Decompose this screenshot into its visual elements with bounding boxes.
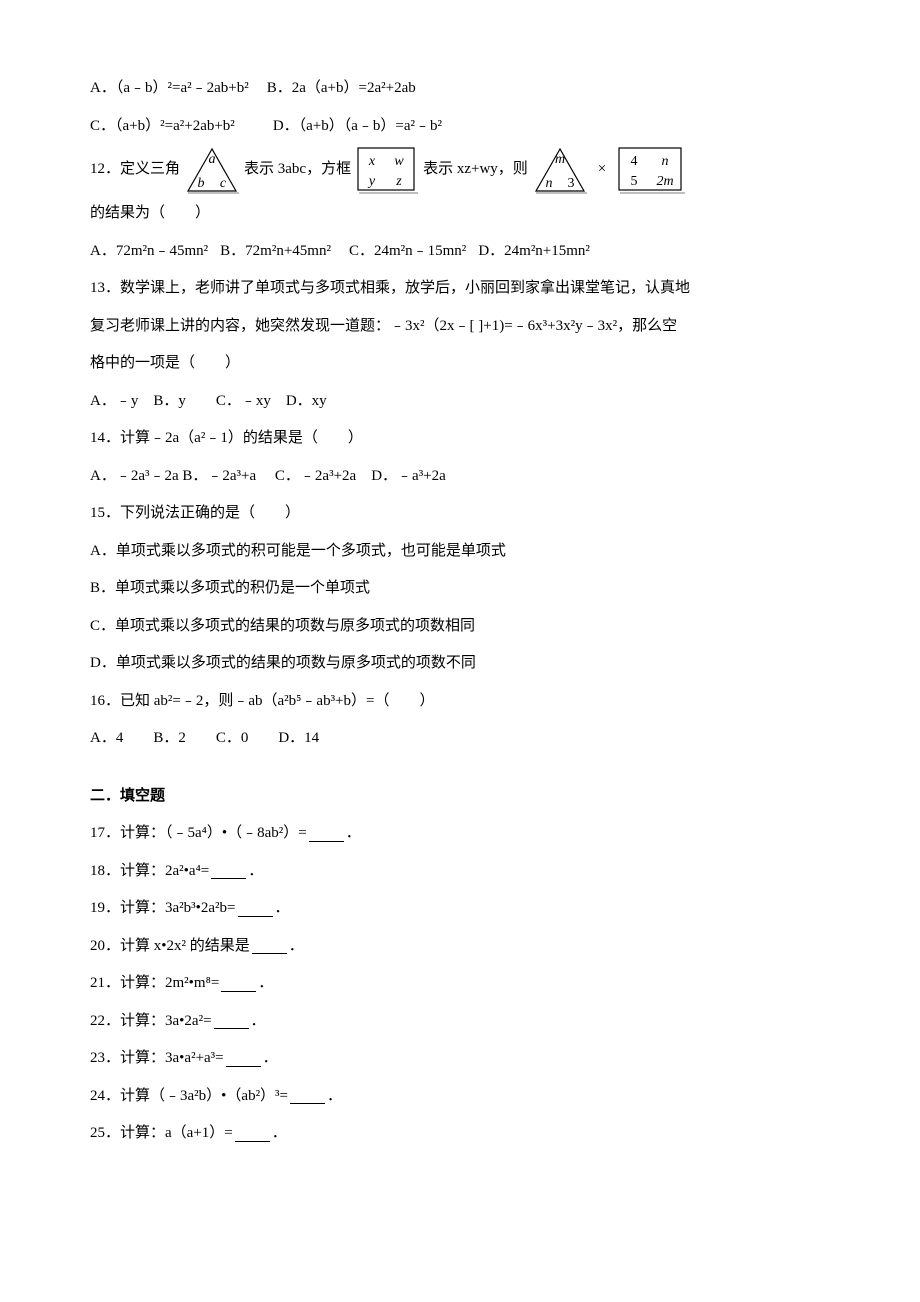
box2-tr: n [662, 154, 669, 169]
box2-tl: 4 [631, 154, 638, 169]
q17-post: ． [346, 815, 361, 853]
tri1-a: a [209, 152, 216, 167]
q24: 24．计算（﹣3a²b）•（ab²）³= ． [90, 1078, 830, 1116]
tri2-c: 3 [567, 176, 574, 191]
q15-optD: D．单项式乘以多项式的结果的项数与原多项式的项数不同 [90, 645, 830, 683]
q22: 22．计算：3a•2a²= ． [90, 1003, 830, 1041]
q16-opts: A．4 B．2 C．0 D．14 [90, 720, 830, 758]
q20: 20．计算 x•2x² 的结果是 ． [90, 928, 830, 966]
q14-opts: A．﹣2a³﹣2a B．﹣2a³+a C．﹣2a³+2a D．﹣a³+2a [90, 458, 830, 496]
q24-pre: 24．计算（﹣3a²b）•（ab²）³= [90, 1078, 288, 1116]
q18-pre: 18．计算：2a²•a⁴= [90, 853, 209, 891]
q15-optB: B．单项式乘以多项式的积仍是一个单项式 [90, 570, 830, 608]
q12-optD: D．24m²n+15mn² [478, 233, 590, 271]
q24-blank[interactable] [290, 1088, 325, 1104]
q18: 18．计算：2a²•a⁴= ． [90, 853, 830, 891]
box1-tr: w [394, 154, 404, 169]
q13-line2: 复习老师课上讲的内容，她突然发现一道题：﹣3x²（2x﹣[ ]+1)=﹣6x³+… [90, 308, 830, 346]
q12-post: 的结果为（ ） [90, 195, 830, 233]
triangle1-shape: a b c [184, 145, 240, 195]
q19-blank[interactable] [238, 901, 273, 917]
tri1-b: b [198, 176, 205, 191]
box1-shape: x w y z [355, 145, 419, 195]
q21-post: ． [258, 965, 273, 1003]
q15-stem: 15．下列说法正确的是（ ） [90, 495, 830, 533]
q17-blank[interactable] [309, 826, 344, 842]
q15-optA: A．单项式乘以多项式的积可能是一个多项式，也可能是单项式 [90, 533, 830, 571]
q12-mid3: × [592, 151, 612, 189]
q15-optC: C．单项式乘以多项式的结果的项数与原多项式的项数相同 [90, 608, 830, 646]
box1-bl: y [367, 174, 376, 189]
q19-pre: 19．计算：3a²b³•2a²b= [90, 890, 236, 928]
q11-optA: A．（a﹣b）²=a²﹣2ab+b² [90, 70, 249, 108]
q21: 21．计算：2m²•m⁸= ． [90, 965, 830, 1003]
triangle2-shape: m n 3 [532, 145, 588, 195]
q17-pre: 17．计算：（﹣5a⁴）•（﹣8ab²）= [90, 815, 307, 853]
q11-line1: A．（a﹣b）²=a²﹣2ab+b² B．2a（a+b）=2a²+2ab [90, 70, 830, 108]
q11-optC: C．（a+b）²=a²+2ab+b² [90, 108, 235, 146]
q12-optA: A．72m²n﹣45mn² [90, 233, 208, 271]
q17: 17．计算：（﹣5a⁴）•（﹣8ab²）= ． [90, 815, 830, 853]
q19-post: ． [275, 890, 290, 928]
q13-line3: 格中的一项是（ ） [90, 345, 830, 383]
q20-post: ． [289, 928, 304, 966]
q12-stem: 12．定义三角 a b c 表示 3abc，方框 x w y z 表示 xz+w… [90, 145, 830, 195]
q13-line1: 13．数学课上，老师讲了单项式与多项式相乘，放学后，小丽回到家拿出课堂笔记，认真… [90, 270, 830, 308]
tri2-b: n [545, 176, 552, 191]
q11-line2: C．（a+b）²=a²+2ab+b² D．（a+b）（a﹣b）=a²﹣b² [90, 108, 830, 146]
q20-pre: 20．计算 x•2x² 的结果是 [90, 928, 250, 966]
q18-post: ． [248, 853, 263, 891]
q23-blank[interactable] [226, 1051, 261, 1067]
q25-post: ． [272, 1115, 287, 1153]
q13-opts: A．﹣y B．y C．﹣xy D．xy [90, 383, 830, 421]
section2-header: 二．填空题 [90, 778, 830, 816]
box2-shape: 4 n 5 2m [616, 145, 686, 195]
q12-pre: 12．定义三角 [90, 151, 180, 189]
q16-stem: 16．已知 ab²=﹣2，则﹣ab（a²b⁵﹣ab³+b）=（ ） [90, 683, 830, 721]
q23: 23．计算：3a•a²+a³= ． [90, 1040, 830, 1078]
q18-blank[interactable] [211, 863, 246, 879]
q12-optC: C．24m²n﹣15mn² [349, 233, 466, 271]
q25-pre: 25．计算：a（a+1）= [90, 1115, 233, 1153]
q22-blank[interactable] [214, 1013, 249, 1029]
q11-optD: D．（a+b）（a﹣b）=a²﹣b² [273, 108, 442, 146]
q22-pre: 22．计算：3a•2a²= [90, 1003, 212, 1041]
box2-bl: 5 [631, 174, 638, 189]
q20-blank[interactable] [252, 938, 287, 954]
q11-optB: B．2a（a+b）=2a²+2ab [267, 70, 416, 108]
q14-stem: 14．计算﹣2a（a²﹣1）的结果是（ ） [90, 420, 830, 458]
q23-pre: 23．计算：3a•a²+a³= [90, 1040, 224, 1078]
box2-br: 2m [657, 174, 674, 189]
q22-post: ． [251, 1003, 266, 1041]
tri2-a: m [555, 152, 565, 167]
q12-optB: B．72m²n+45mn² [220, 233, 331, 271]
q25-blank[interactable] [235, 1126, 270, 1142]
q12-mid1: 表示 3abc，方框 [244, 151, 351, 189]
q12-opts: A．72m²n﹣45mn² B．72m²n+45mn² C．24m²n﹣15mn… [90, 233, 830, 271]
q24-post: ． [327, 1078, 342, 1116]
q25: 25．计算：a（a+1）= ． [90, 1115, 830, 1153]
q23-post: ． [263, 1040, 278, 1078]
tri1-c: c [220, 176, 227, 191]
q12-mid2: 表示 xz+wy，则 [423, 151, 528, 189]
box1-br: z [395, 174, 402, 189]
q21-blank[interactable] [221, 976, 256, 992]
q21-pre: 21．计算：2m²•m⁸= [90, 965, 219, 1003]
q19: 19．计算：3a²b³•2a²b= ． [90, 890, 830, 928]
box1-tl: x [368, 154, 376, 169]
